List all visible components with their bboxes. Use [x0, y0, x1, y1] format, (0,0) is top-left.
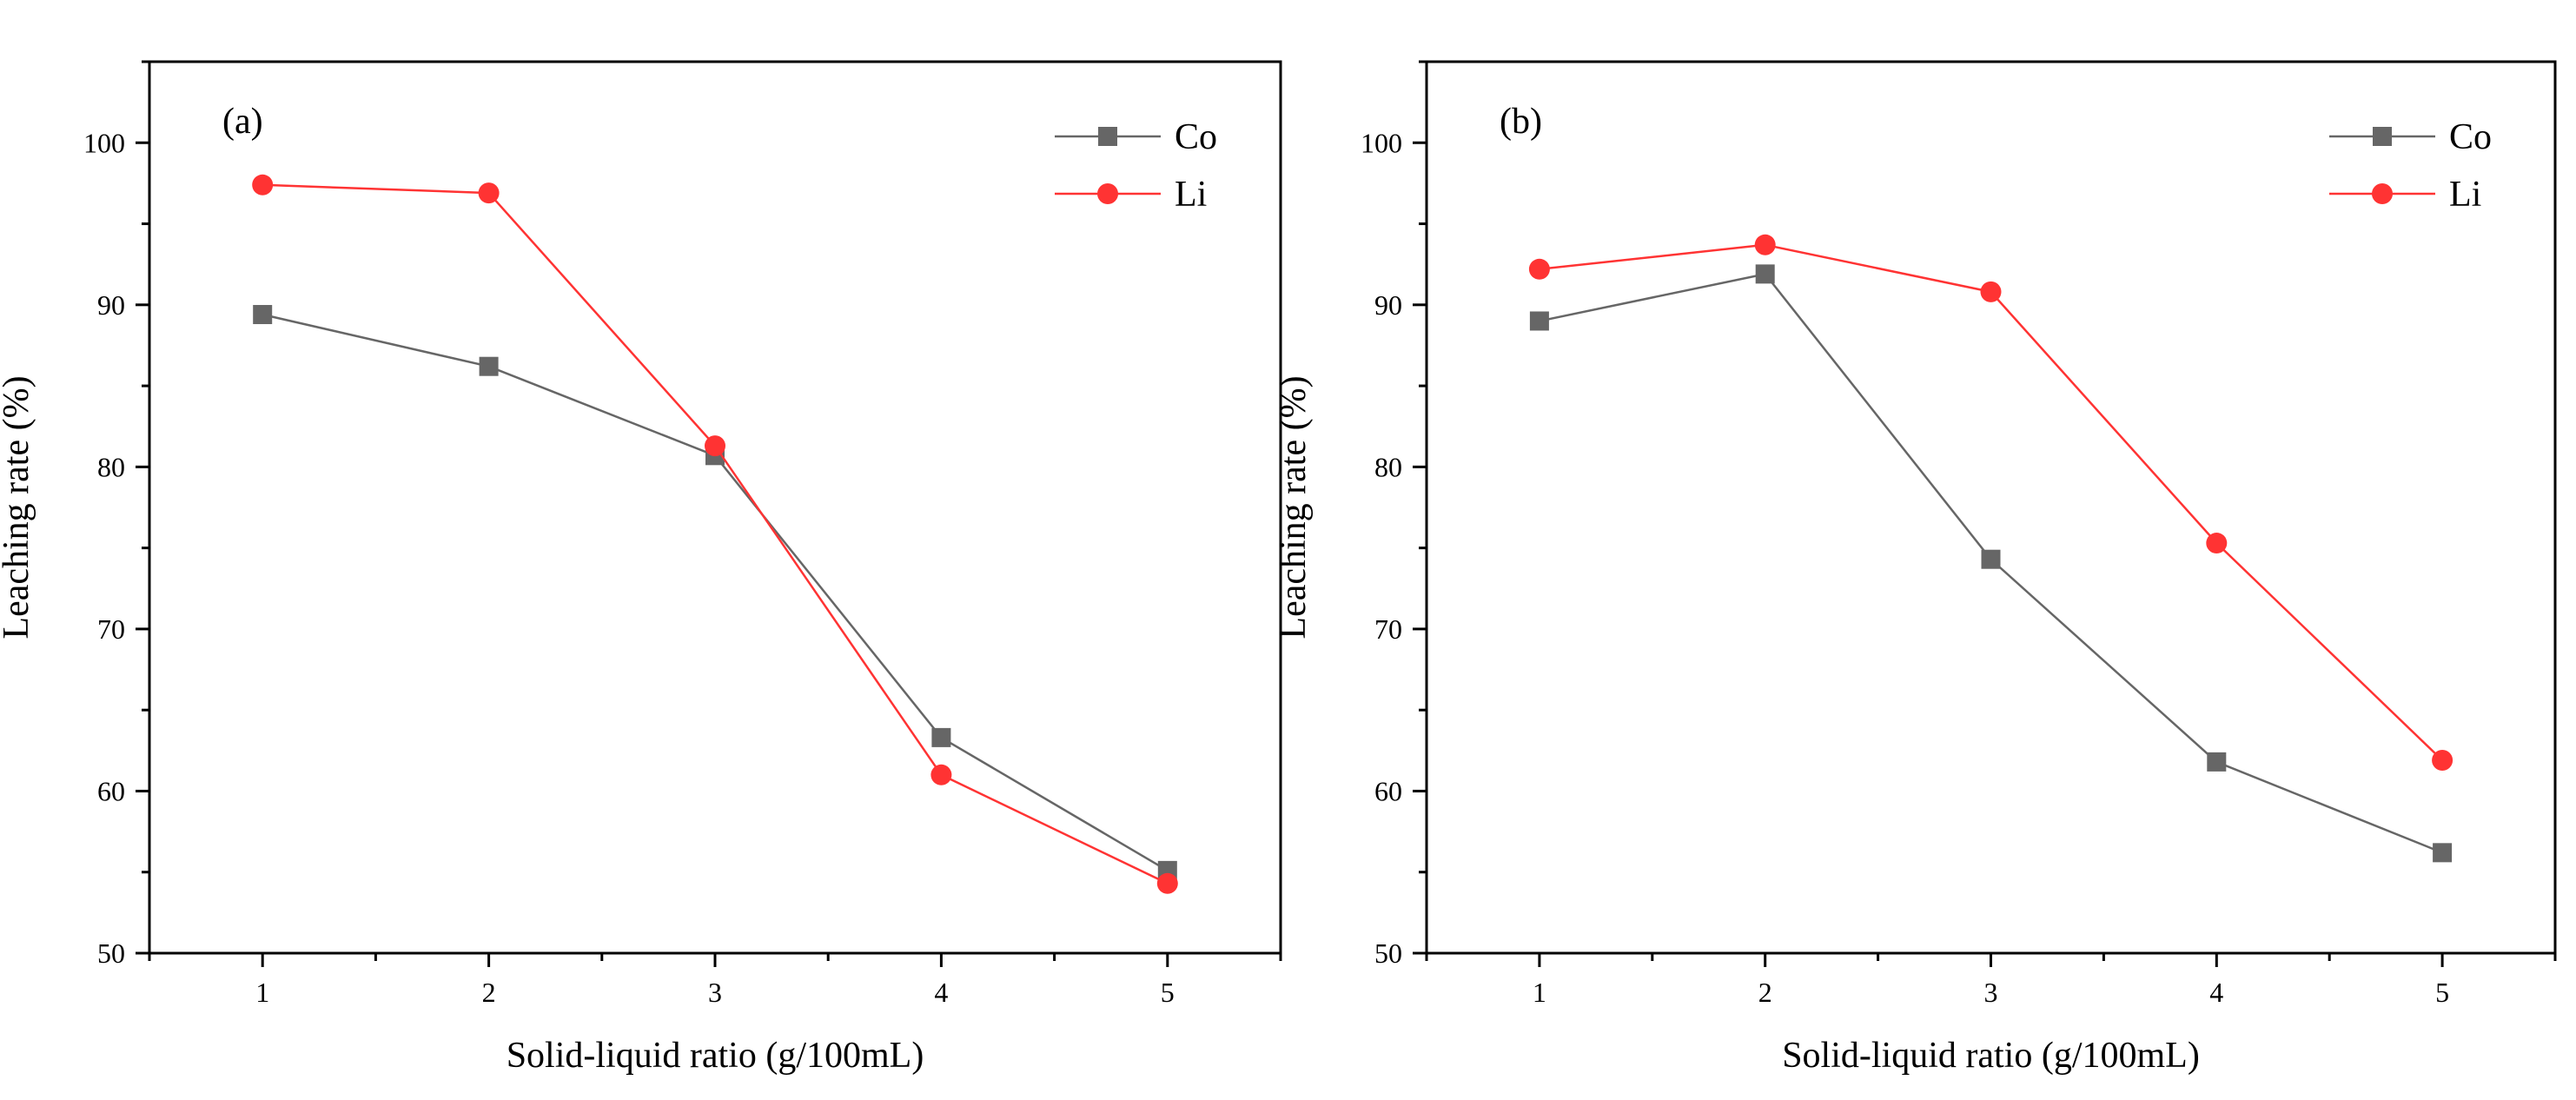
- data-point-li: [705, 435, 725, 457]
- legend-marker-co: [2373, 127, 2392, 146]
- data-point-li: [1754, 234, 1776, 255]
- y-tick-label: 50: [97, 938, 125, 969]
- x-tick-label: 1: [1533, 977, 1546, 1008]
- series-line-li: [262, 183, 1169, 885]
- data-point-co: [1755, 264, 1775, 284]
- data-point-li: [1980, 281, 2002, 302]
- series-line-co: [262, 313, 1169, 871]
- y-tick-label: 80: [97, 451, 125, 482]
- y-axis-title: Leaching rate (%): [1274, 375, 1314, 639]
- y-tick-label: 100: [1361, 127, 1402, 158]
- legend-marker-li: [2372, 183, 2393, 204]
- legend-label-li: Li: [1175, 175, 1207, 215]
- data-point-co: [479, 356, 499, 376]
- y-tick-label: 70: [1374, 613, 1402, 645]
- y-tick-label: 50: [1374, 938, 1402, 969]
- x-tick-label: 5: [2435, 977, 2449, 1008]
- panel-label: (b): [1500, 102, 1542, 142]
- y-tick-label: 60: [97, 775, 125, 806]
- x-tick-label: 4: [2209, 977, 2223, 1008]
- x-tick-label: 3: [1984, 977, 1998, 1008]
- y-tick-label: 60: [1374, 775, 1402, 806]
- data-point-li: [2206, 533, 2228, 554]
- data-point-li: [252, 174, 274, 195]
- data-point-li: [1156, 872, 1178, 894]
- x-tick-label: 3: [708, 977, 722, 1008]
- data-point-co: [2433, 843, 2453, 863]
- chart-panel-b: 50 60 70 80 90 100 1 2 3 4 5 Solid-liquid ratio (g/…: [1274, 60, 2557, 1076]
- data-point-co: [1981, 549, 2001, 569]
- data-point-co: [931, 727, 951, 747]
- x-tick-label: 4: [934, 977, 948, 1008]
- y-tick-label: 100: [83, 127, 125, 158]
- data-point-co: [2207, 752, 2227, 772]
- legend-label-co: Co: [2449, 117, 2492, 157]
- legend-label-li: Li: [2449, 175, 2481, 215]
- data-point-co: [1529, 311, 1549, 331]
- y-tick-label: 90: [97, 289, 125, 321]
- legend-label-co: Co: [1175, 117, 1217, 157]
- legend-marker-li: [1097, 183, 1118, 204]
- x-tick-label: 5: [1161, 977, 1175, 1008]
- y-tick-label: 90: [1374, 289, 1402, 321]
- chart-panel-a: 50 60 70 80 90 100 1 2 3 4 5 Solid-liquid ratio (g/…: [0, 60, 1282, 1076]
- data-point-li: [2432, 750, 2453, 772]
- x-tick-label: 1: [255, 977, 269, 1008]
- y-axis-title: Leaching rate (%): [0, 375, 36, 639]
- panel-label: (a): [222, 102, 263, 142]
- legend-marker-co: [1098, 127, 1117, 146]
- data-point-li: [478, 182, 500, 204]
- data-point-co: [253, 305, 273, 325]
- x-tick-label: 2: [1758, 977, 1772, 1008]
- x-axis-title: Solid-liquid ratio (g/100mL): [1782, 1036, 2200, 1076]
- y-tick-label: 70: [97, 613, 125, 645]
- series-line-li: [1539, 243, 2443, 761]
- x-tick-label: 2: [482, 977, 496, 1008]
- data-point-li: [1528, 258, 1550, 280]
- x-axis-title: Solid-liquid ratio (g/100mL): [507, 1036, 924, 1076]
- y-tick-label: 80: [1374, 451, 1402, 482]
- data-point-li: [930, 764, 952, 785]
